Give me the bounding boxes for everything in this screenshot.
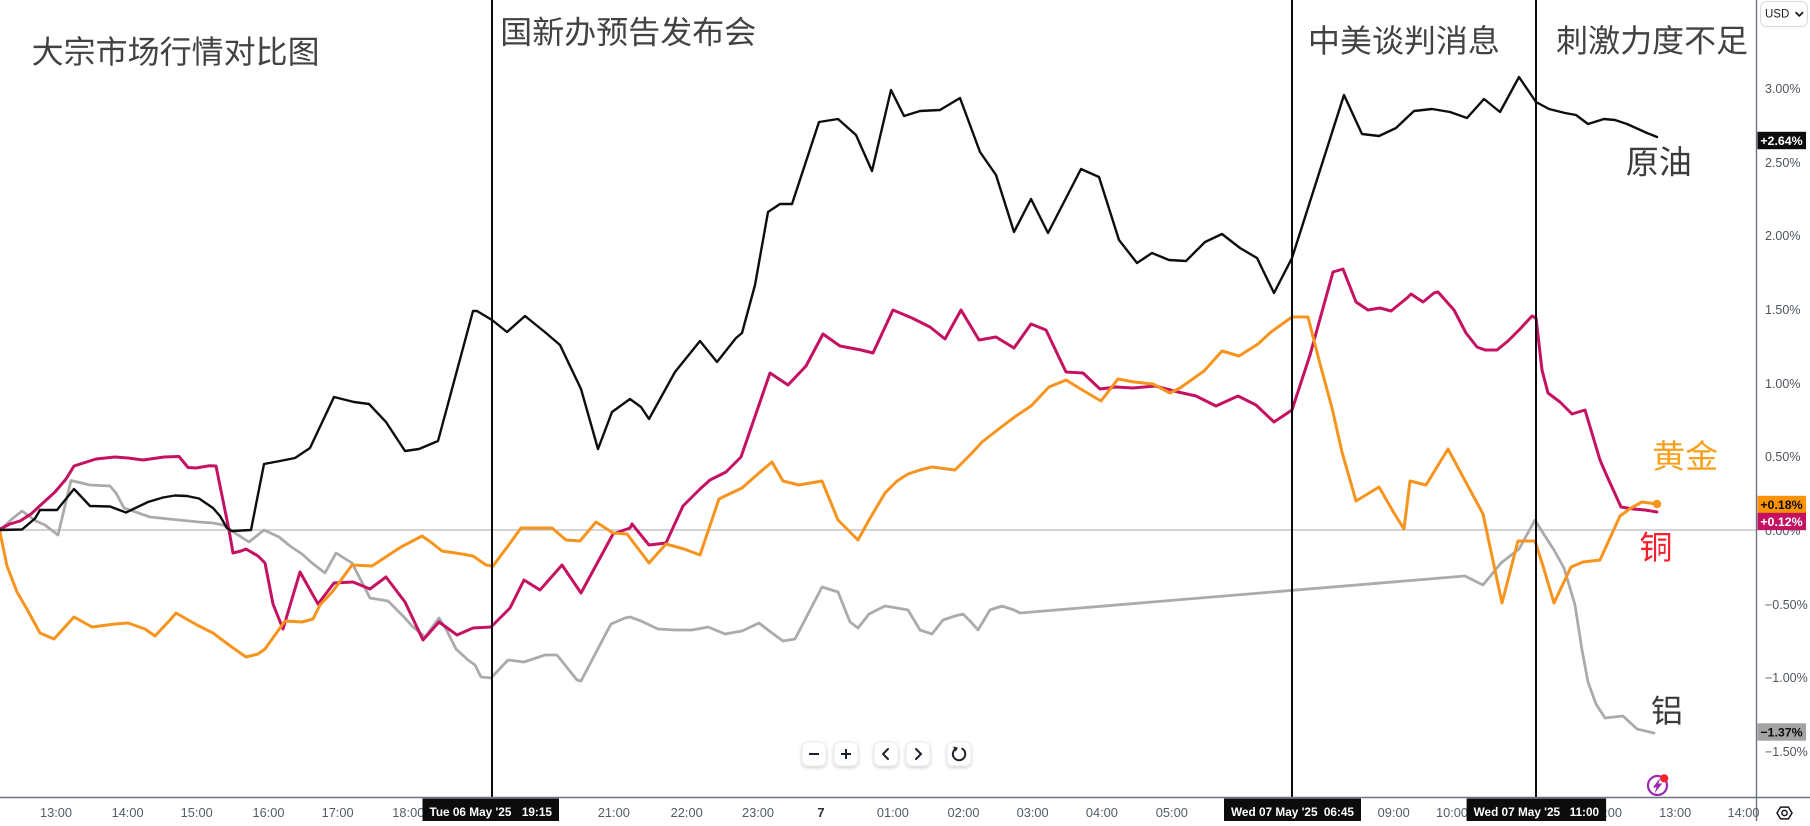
svg-text:2.50%: 2.50% xyxy=(1765,156,1800,170)
svg-text:14:00: 14:00 xyxy=(1727,805,1759,820)
svg-text:13:00: 13:00 xyxy=(1659,805,1691,820)
svg-text:16:00: 16:00 xyxy=(252,805,284,820)
svg-text:17:00: 17:00 xyxy=(322,805,354,820)
svg-text:0.50%: 0.50% xyxy=(1765,450,1800,464)
svg-text:13:00: 13:00 xyxy=(40,805,72,820)
svg-text:USD: USD xyxy=(1765,8,1789,20)
svg-text:+0.12%: +0.12% xyxy=(1760,515,1802,529)
svg-text:−1.37%: −1.37% xyxy=(1760,726,1802,740)
svg-text:Wed 07 May '25: Wed 07 May '25 xyxy=(1474,805,1561,819)
svg-text:09:00: 09:00 xyxy=(1378,805,1410,820)
svg-text:10:00: 10:00 xyxy=(1436,805,1468,820)
svg-text:23:00: 23:00 xyxy=(742,805,774,820)
svg-text:15:00: 15:00 xyxy=(181,805,213,820)
svg-text:1.50%: 1.50% xyxy=(1765,303,1800,317)
svg-text:06:45: 06:45 xyxy=(1324,805,1355,819)
svg-text:3.00%: 3.00% xyxy=(1765,82,1800,96)
svg-text:11:00: 11:00 xyxy=(1570,805,1600,819)
svg-text:14:00: 14:00 xyxy=(112,805,144,820)
svg-text:−1.50%: −1.50% xyxy=(1765,745,1808,759)
svg-text:21:00: 21:00 xyxy=(598,805,630,820)
svg-text:05:00: 05:00 xyxy=(1156,805,1188,820)
svg-text:22:00: 22:00 xyxy=(671,805,703,820)
svg-text:7: 7 xyxy=(817,805,824,820)
svg-text:2.00%: 2.00% xyxy=(1765,229,1800,243)
svg-text:18:00: 18:00 xyxy=(392,805,424,820)
svg-text:03:00: 03:00 xyxy=(1017,805,1049,820)
svg-text:19:15: 19:15 xyxy=(522,805,553,819)
svg-text:Tue 06 May '25: Tue 06 May '25 xyxy=(430,805,512,819)
svg-text:Wed 07 May '25: Wed 07 May '25 xyxy=(1231,805,1318,819)
svg-text:+2.64%: +2.64% xyxy=(1760,134,1802,148)
svg-text:1.00%: 1.00% xyxy=(1765,377,1800,391)
svg-text:−1.00%: −1.00% xyxy=(1765,671,1808,685)
svg-text:04:00: 04:00 xyxy=(1086,805,1118,820)
svg-text:01:00: 01:00 xyxy=(877,805,909,820)
svg-text:+0.18%: +0.18% xyxy=(1760,498,1802,512)
svg-text:02:00: 02:00 xyxy=(947,805,979,820)
svg-text:−0.50%: −0.50% xyxy=(1765,598,1808,612)
